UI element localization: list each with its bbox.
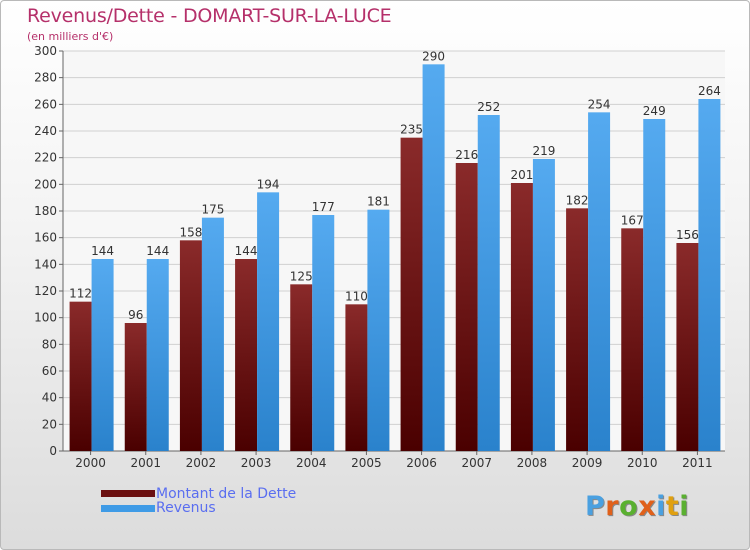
x-tick-label: 2006 [406,456,437,470]
data-label-dette: 156 [676,228,699,242]
data-label-dette: 216 [455,148,478,162]
bar-revenus [532,159,555,451]
data-label-dette: 125 [290,269,313,283]
data-label-dette: 96 [128,308,143,322]
data-label-revenus: 254 [588,97,611,111]
x-tick-label: 2009 [572,456,603,470]
x-tick-label: 2010 [627,456,658,470]
data-label-revenus: 181 [367,195,390,209]
x-tick-label: 2001 [130,456,161,470]
data-label-revenus: 144 [91,244,114,258]
bar-revenus [588,112,611,451]
y-tick-label: 300 [34,44,57,58]
bar-revenus [91,259,114,451]
bar-revenus [257,192,280,452]
x-tick-label: 2011 [682,456,713,470]
data-label-revenus: 175 [201,203,224,217]
data-label-dette: 235 [400,123,423,137]
data-label-revenus: 144 [146,244,169,258]
y-tick-label: 280 [34,71,57,85]
bar-dette [455,163,478,451]
y-tick-label: 0 [49,444,57,458]
legend-label-dette: Montant de la Dette [156,486,297,502]
bar-dette [290,284,313,451]
bar-revenus [367,209,390,451]
y-tick-label: 20 [42,417,57,431]
y-tick-label: 240 [34,124,57,138]
bar-dette [179,240,202,451]
bar-dette [566,208,589,451]
chart-subtitle: (en milliers d'€) [27,30,114,43]
legend-swatch-revenus [101,505,155,512]
chart-title: Revenus/Dette - DOMART-SUR-LA-LUCE [27,5,392,27]
data-label-revenus: 290 [422,49,445,63]
y-tick-label: 260 [34,97,57,111]
bar-revenus [312,215,335,451]
bar-dette [235,259,258,451]
data-label-revenus: 252 [477,100,500,114]
y-tick-label: 200 [34,177,57,191]
x-tick-label: 2007 [461,456,492,470]
data-label-revenus: 194 [257,177,280,191]
x-tick-label: 2002 [186,456,217,470]
bar-revenus [698,99,721,451]
data-label-dette: 110 [345,289,368,303]
bar-revenus [422,64,445,452]
x-tick-label: 2003 [241,456,272,470]
y-tick-label: 220 [34,151,57,165]
bar-dette [69,301,92,451]
bar-dette [400,137,423,451]
data-label-dette: 201 [510,168,533,182]
x-tick-label: 2004 [296,456,327,470]
logo-letter: x [638,491,657,522]
legend-swatch-dette [101,490,155,497]
bar-dette [621,228,644,451]
y-tick-label: 140 [34,257,57,271]
bar-revenus [477,115,500,451]
data-label-revenus: 177 [312,200,335,214]
legend-label-revenus: Revenus [156,500,216,516]
logo-letter: o [619,491,639,522]
y-tick-label: 120 [34,284,57,298]
bar-dette [345,304,368,451]
bar-dette [510,183,533,451]
logo-letter: i [679,491,690,522]
data-label-dette: 158 [179,225,202,239]
plot-area [63,51,725,451]
logo-letter: i [656,491,666,522]
logo-letter: t [665,491,680,522]
bar-dette [124,323,147,451]
logo-letter: r [605,491,620,522]
proxiti-logo: Proxiti [585,491,689,522]
y-tick-label: 80 [42,337,57,351]
y-tick-label: 40 [42,391,57,405]
data-label-revenus: 264 [698,84,721,98]
bar-revenus [146,259,169,451]
logo-letter: P [585,491,606,522]
data-label-dette: 144 [235,244,258,258]
data-label-dette: 112 [69,287,92,301]
bar-revenus [643,119,666,451]
bar-dette [676,243,699,451]
x-tick-label: 2005 [351,456,382,470]
y-tick-label: 60 [42,364,57,378]
data-label-dette: 167 [621,213,644,227]
bar-revenus [201,217,224,451]
y-tick-label: 160 [34,231,57,245]
x-tick-label: 2000 [75,456,106,470]
x-tick-label: 2008 [517,456,548,470]
data-label-dette: 182 [566,193,589,207]
data-label-revenus: 249 [643,104,666,118]
y-tick-label: 100 [34,311,57,325]
y-tick-label: 180 [34,204,57,218]
data-label-revenus: 219 [532,144,555,158]
